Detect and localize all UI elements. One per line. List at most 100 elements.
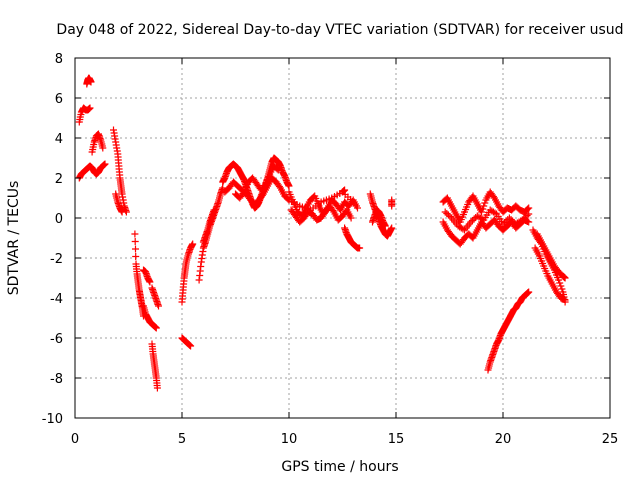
data-point bbox=[523, 212, 531, 219]
data-point bbox=[520, 215, 528, 222]
data-point bbox=[101, 160, 109, 168]
data-point bbox=[118, 208, 126, 216]
data-point bbox=[132, 245, 139, 253]
data-point bbox=[113, 144, 121, 152]
series-b5 bbox=[148, 284, 162, 310]
data-point bbox=[478, 215, 486, 223]
series-d2 bbox=[221, 174, 293, 208]
y-tick-label: 6 bbox=[55, 92, 63, 107]
data-point bbox=[561, 274, 569, 282]
x-tick-label: 10 bbox=[281, 432, 298, 447]
data-point bbox=[470, 215, 478, 223]
x-tick-label: 25 bbox=[602, 432, 619, 447]
data-point bbox=[499, 220, 507, 228]
series-e4 bbox=[341, 224, 364, 252]
data-point bbox=[153, 384, 161, 392]
series-a6 bbox=[112, 190, 126, 216]
series-c3 bbox=[195, 184, 227, 284]
y-tick-label: 2 bbox=[55, 172, 63, 187]
data-point bbox=[525, 204, 533, 212]
y-tick-label: -10 bbox=[42, 412, 63, 427]
data-point bbox=[260, 183, 268, 191]
data-points bbox=[75, 74, 569, 392]
data-point bbox=[441, 208, 449, 216]
series-i3 bbox=[533, 230, 569, 282]
data-point bbox=[388, 196, 396, 204]
data-point bbox=[459, 225, 467, 233]
data-point bbox=[86, 104, 94, 112]
series-e5 bbox=[339, 186, 349, 196]
data-point bbox=[558, 285, 566, 293]
data-point bbox=[187, 342, 195, 350]
data-point bbox=[132, 253, 140, 260]
x-tick-label: 20 bbox=[495, 432, 512, 447]
y-tick-label: 0 bbox=[55, 212, 63, 227]
data-point bbox=[561, 296, 569, 304]
series-i2 bbox=[531, 244, 569, 304]
y-tick-label: -4 bbox=[50, 292, 63, 307]
data-point bbox=[525, 210, 533, 218]
axis-ticks: 0 5 10 15 20 25 -10 -8 -6 -4 -2 0 2 4 6 8 bbox=[42, 52, 619, 447]
y-tick-label: 8 bbox=[55, 52, 63, 67]
data-point bbox=[446, 213, 454, 220]
series-f2 bbox=[369, 206, 389, 230]
y-tick-label: -2 bbox=[50, 252, 63, 267]
data-point bbox=[556, 279, 564, 287]
y-tick-label: -6 bbox=[50, 332, 63, 347]
data-point bbox=[524, 205, 532, 213]
data-point bbox=[152, 324, 160, 332]
series-d3 bbox=[232, 162, 282, 202]
data-point bbox=[273, 165, 281, 173]
data-point bbox=[381, 222, 389, 230]
series-c1 bbox=[178, 240, 197, 306]
series-a4 bbox=[88, 130, 107, 156]
series-b2 bbox=[140, 266, 154, 286]
data-point bbox=[502, 217, 510, 225]
data-point bbox=[285, 182, 293, 190]
data-point bbox=[505, 214, 513, 222]
data-point bbox=[262, 182, 269, 190]
series-a3 bbox=[75, 160, 109, 182]
series-b3 bbox=[140, 302, 160, 332]
x-tick-label: 5 bbox=[178, 432, 186, 447]
data-point bbox=[479, 205, 487, 213]
data-point bbox=[155, 302, 162, 310]
y-axis-label: SDTVAR / TECUs bbox=[6, 181, 22, 296]
data-point bbox=[443, 210, 451, 217]
data-point bbox=[444, 211, 452, 219]
data-point bbox=[525, 218, 533, 226]
data-point bbox=[480, 202, 488, 210]
data-point bbox=[210, 206, 218, 214]
data-point bbox=[509, 217, 517, 225]
data-point bbox=[219, 184, 227, 192]
data-point bbox=[87, 78, 95, 86]
data-point bbox=[491, 209, 499, 217]
data-point bbox=[341, 186, 349, 194]
series-a1 bbox=[75, 104, 94, 126]
data-point bbox=[131, 238, 139, 245]
data-point bbox=[481, 199, 489, 207]
series-h1 bbox=[484, 288, 533, 374]
data-point bbox=[557, 282, 565, 290]
data-point bbox=[522, 213, 529, 221]
data-point bbox=[146, 278, 154, 286]
series-g3 bbox=[441, 206, 533, 234]
series-a2 bbox=[83, 74, 95, 88]
data-point bbox=[518, 216, 526, 224]
data-point bbox=[131, 230, 139, 238]
data-point bbox=[525, 288, 533, 296]
data-point bbox=[507, 216, 515, 223]
series-i1 bbox=[529, 226, 569, 306]
series-g1 bbox=[439, 188, 533, 226]
data-point bbox=[189, 240, 197, 248]
data-point bbox=[239, 190, 247, 197]
plot-frame bbox=[74, 57, 611, 419]
data-point bbox=[274, 166, 282, 174]
x-axis-label: GPS time / hours bbox=[281, 459, 398, 475]
data-point bbox=[555, 276, 563, 284]
data-point bbox=[388, 224, 396, 232]
data-point bbox=[264, 176, 272, 184]
data-point bbox=[349, 198, 357, 206]
chart-title: Day 048 of 2022, Sidereal Day-to-day VTE… bbox=[56, 22, 623, 38]
data-point bbox=[467, 218, 475, 226]
